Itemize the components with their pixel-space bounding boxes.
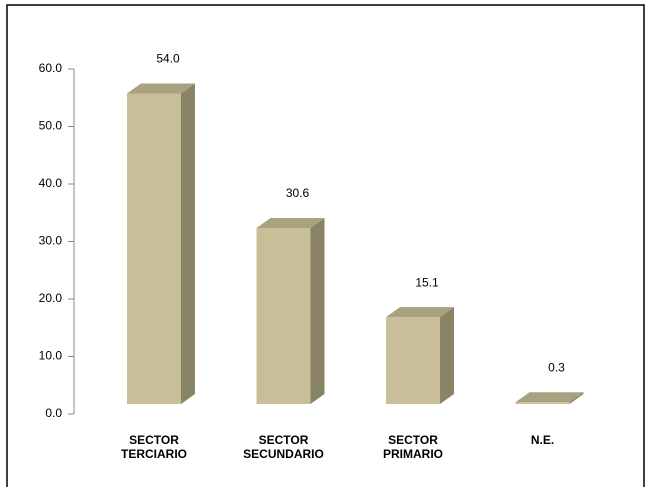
bar	[127, 83, 195, 404]
x-tick-label: SECTOR TERCIARIO	[121, 433, 187, 461]
y-tick-label: 20.0	[39, 291, 63, 305]
chart-border	[6, 4, 645, 487]
bar-side	[310, 218, 325, 404]
x-tick-label: SECTOR SECUNDARIO	[243, 433, 324, 461]
bar	[515, 392, 584, 404]
y-tick-label: 50.0	[39, 119, 63, 133]
bar-front	[256, 228, 311, 404]
value-label: 0.3	[548, 360, 565, 374]
bar-side	[181, 83, 195, 404]
bar-top	[127, 83, 195, 94]
bar-front	[515, 402, 570, 404]
bar-top	[386, 307, 454, 318]
y-tick-label: 0.0	[45, 406, 62, 420]
y-tick-label: 10.0	[39, 349, 63, 363]
bar-top	[256, 218, 325, 229]
y-tick-label: 40.0	[39, 176, 63, 190]
bar-side	[569, 392, 584, 404]
bar-top	[515, 392, 584, 403]
bar-side	[440, 307, 454, 404]
value-label: 15.1	[415, 275, 439, 289]
x-tick-label: SECTOR PRIMARIO	[383, 433, 443, 461]
x-tick-label: N.E.	[530, 433, 555, 447]
value-label: 54.0	[156, 52, 180, 66]
bar	[386, 307, 454, 404]
bar-front	[127, 93, 181, 404]
value-label: 30.6	[286, 186, 310, 200]
y-tick-label: 30.0	[39, 234, 63, 248]
bar-front	[386, 317, 440, 404]
bar	[256, 218, 325, 404]
y-tick-label: 60.0	[39, 61, 63, 75]
